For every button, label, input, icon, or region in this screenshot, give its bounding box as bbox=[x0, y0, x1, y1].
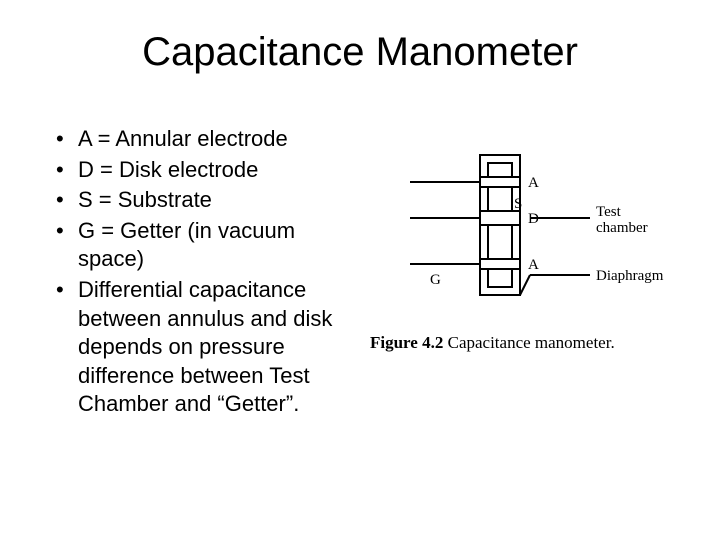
svg-text:Diaphragm: Diaphragm bbox=[596, 268, 664, 284]
list-item: A = Annular electrode bbox=[50, 125, 350, 154]
svg-text:A: A bbox=[528, 257, 539, 273]
list-item: D = Disk electrode bbox=[50, 156, 350, 185]
figure-caption: Figure 4.2 Capacitance manometer. bbox=[370, 333, 670, 353]
bullet-list: A = Annular electrode D = Disk electrode… bbox=[50, 125, 350, 419]
svg-text:S: S bbox=[514, 196, 522, 212]
list-item: Differential capacitance between annulus… bbox=[50, 276, 350, 419]
svg-text:A: A bbox=[528, 175, 539, 191]
figure-caption-text: Capacitance manometer. bbox=[448, 333, 615, 352]
figure-number: Figure 4.2 bbox=[370, 333, 443, 352]
diagram-svg: ADASGTestchamberDiaphragm bbox=[370, 145, 670, 305]
content-row: A = Annular electrode D = Disk electrode… bbox=[50, 125, 670, 421]
list-item: S = Substrate bbox=[50, 186, 350, 215]
manometer-diagram: ADASGTestchamberDiaphragm bbox=[370, 145, 670, 325]
svg-text:G: G bbox=[430, 272, 441, 288]
list-item: G = Getter (in vacuum space) bbox=[50, 217, 350, 274]
svg-text:Test: Test bbox=[596, 204, 622, 220]
svg-text:chamber: chamber bbox=[596, 220, 648, 236]
bullet-list-column: A = Annular electrode D = Disk electrode… bbox=[50, 125, 350, 421]
figure-column: ADASGTestchamberDiaphragm Figure 4.2 Cap… bbox=[370, 125, 670, 421]
svg-text:D: D bbox=[528, 211, 539, 227]
page-title: Capacitance Manometer bbox=[50, 30, 670, 75]
